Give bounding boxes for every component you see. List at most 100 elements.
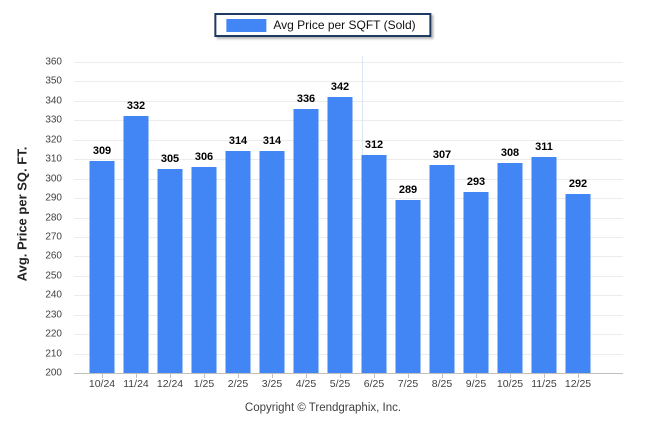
x-label-8/25: 8/25 [431, 378, 453, 390]
bar-cell-2/25: 314 [221, 56, 255, 378]
x-axis-line [74, 373, 623, 374]
bar-6/25 [361, 155, 387, 373]
bar-value-10/25: 308 [500, 147, 520, 159]
gridline-360 [74, 62, 623, 63]
y-tick-label-300: 300 [45, 173, 62, 185]
x-label-5/25: 5/25 [329, 378, 351, 390]
bar-value-9/25: 293 [466, 176, 486, 188]
bar-12/25 [565, 194, 591, 373]
bar-11/25 [531, 157, 557, 373]
bar-value-6/25: 312 [364, 139, 384, 151]
bar-value-4/25: 336 [296, 93, 316, 105]
bar-cell-3/25: 314 [255, 56, 289, 378]
bar-value-8/25: 307 [432, 149, 452, 161]
bar-value-12/25: 292 [568, 178, 588, 190]
legend-color-swatch [226, 18, 267, 32]
x-tick-11/24 [136, 374, 137, 378]
copyright-text: Copyright © Trendgraphix, Inc. [244, 402, 402, 414]
bar-cell-12/25: 292 [561, 56, 595, 378]
bar-2/25 [225, 151, 251, 373]
x-label-9/25: 9/25 [465, 378, 487, 390]
bar-10/25 [497, 163, 523, 373]
x-label-11/24: 11/24 [123, 378, 149, 390]
y-tick-label-240: 240 [45, 289, 62, 301]
bar-10/24 [89, 161, 115, 373]
y-tick-label-200: 200 [45, 367, 62, 379]
x-tick-7/25 [408, 374, 409, 378]
x-label-4/25: 4/25 [295, 378, 317, 390]
x-label-12/24: 12/24 [156, 378, 184, 390]
y-tick-label-270: 270 [45, 231, 62, 243]
bar-value-12/24: 305 [160, 153, 180, 165]
bar-1/25 [191, 167, 217, 373]
bar-value-11/25: 311 [535, 141, 553, 153]
x-tick-4/25 [306, 374, 307, 378]
x-label-12/25: 12/25 [564, 378, 592, 390]
chart-legend: Avg Price per SQFT (Sold) [214, 13, 432, 37]
x-tick-12/25 [578, 374, 579, 378]
x-label-11/25: 11/25 [531, 378, 557, 390]
bar-7/25 [395, 200, 421, 373]
legend-series-label: Avg Price per SQFT (Sold) [273, 18, 416, 32]
bar-4/25 [293, 109, 319, 373]
bar-5/25 [327, 97, 353, 373]
x-label-3/25: 3/25 [261, 378, 283, 390]
bar-cell-5/25: 342 [323, 56, 357, 378]
x-label-2/25: 2/25 [227, 378, 249, 390]
gridline-350 [74, 81, 623, 83]
bar-8/25 [429, 165, 455, 373]
bar-cell-11/24: 332 [119, 56, 153, 378]
bar-9/25 [463, 192, 489, 373]
x-label-6/25: 6/25 [363, 378, 385, 390]
x-label-10/24: 10/24 [88, 378, 116, 390]
bar-value-1/25: 306 [194, 151, 214, 163]
x-tick-5/25 [340, 374, 341, 378]
y-tick-label-250: 250 [45, 270, 62, 282]
bar-12/24 [157, 169, 183, 373]
y-tick-label-290: 290 [45, 192, 62, 204]
x-tick-1/25 [204, 374, 205, 378]
x-tick-12/24 [170, 374, 171, 378]
bar-cell-11/25: 311 [527, 56, 561, 378]
x-tick-10/25 [510, 374, 511, 378]
bar-cell-12/24: 305 [153, 56, 187, 378]
bar-cell-8/25: 307 [425, 56, 459, 378]
bar-cell-9/25: 293 [459, 56, 493, 378]
bar-cell-6/25: 312 [357, 56, 391, 378]
bars-row: 309 332 305 306 314 314 336 342 312 289 307 293 308 3… [85, 56, 595, 378]
x-tick-8/25 [442, 374, 443, 378]
bar-cell-10/25: 308 [493, 56, 527, 378]
y-tick-label-330: 330 [45, 114, 62, 126]
x-tick-6/25 [374, 374, 375, 378]
y-tick-label-350: 350 [45, 75, 62, 87]
y-tick-label-280: 280 [45, 212, 62, 223]
y-tick-label-360: 360 [45, 56, 62, 68]
bar-value-7/25: 289 [398, 184, 418, 196]
bar-cell-10/24: 309 [85, 56, 119, 378]
bar-value-10/24: 309 [92, 145, 112, 157]
y-tick-label-220: 220 [45, 328, 62, 340]
bar-value-5/25: 342 [330, 81, 350, 93]
plot-area: 309 332 305 306 314 314 336 342 312 289 307 293 308 3… [74, 56, 623, 378]
bar-cell-1/25: 306 [187, 56, 221, 378]
x-tick-2/25 [238, 374, 239, 378]
x-label-1/25: 1/25 [193, 378, 215, 390]
x-tick-9/25 [476, 374, 477, 378]
x-tick-3/25 [272, 374, 273, 378]
y-tick-label-210: 210 [45, 348, 62, 360]
x-label-7/25: 7/25 [397, 378, 419, 390]
y-tick-label-260: 260 [45, 250, 62, 262]
bar-value-3/25: 314 [262, 135, 282, 147]
y-tick-label-320: 320 [45, 134, 62, 146]
y-tick-label-340: 340 [45, 95, 62, 107]
bar-11/24 [123, 116, 149, 373]
y-tick-label-310: 310 [45, 153, 62, 165]
x-tick-11/25 [544, 374, 545, 378]
bar-value-2/25: 314 [228, 135, 248, 147]
x-axis-labels: 10/24 11/24 12/24 1/25 2/25 3/25 4/25 5/25 6/25 7… [85, 378, 595, 390]
bar-3/25 [259, 151, 285, 373]
x-label-10/25: 10/25 [496, 378, 524, 390]
bar-cell-7/25: 289 [391, 56, 425, 378]
bar-cell-4/25: 336 [289, 56, 323, 378]
